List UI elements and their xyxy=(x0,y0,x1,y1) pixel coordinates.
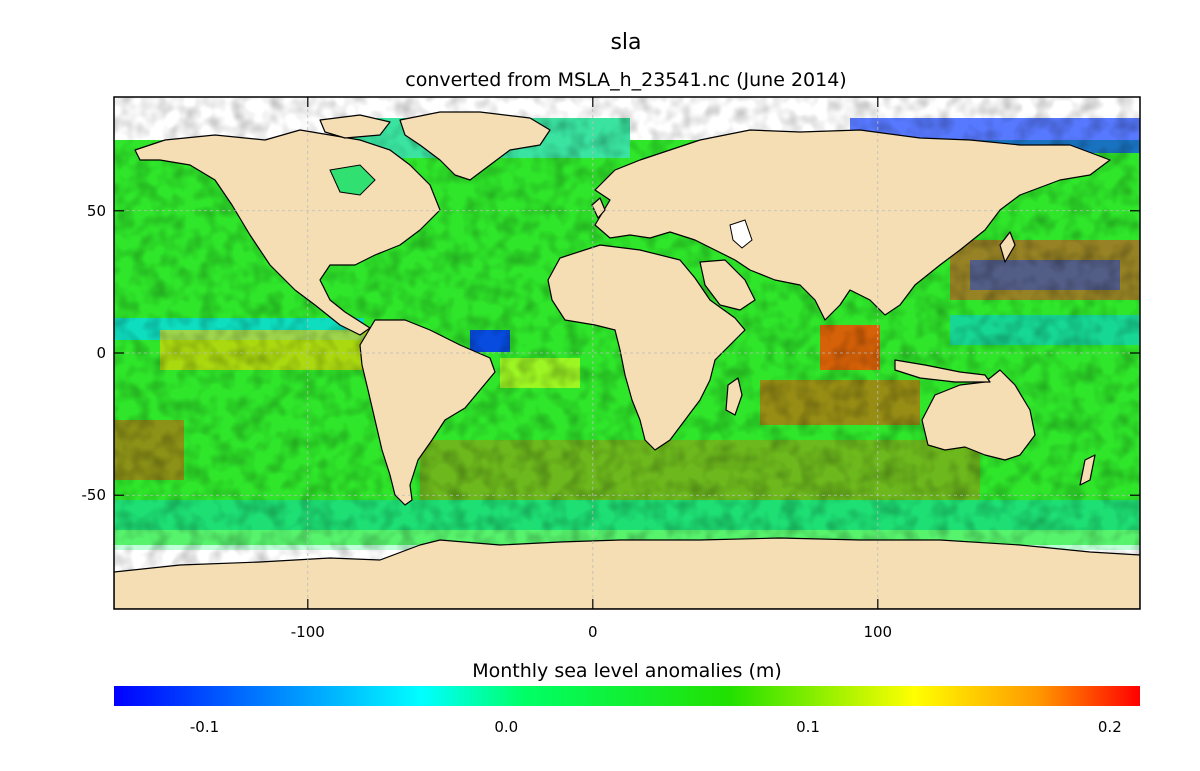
x-tick-label: 0 xyxy=(588,623,598,641)
x-tick-label: -100 xyxy=(291,623,325,641)
y-tick-label: -50 xyxy=(82,486,107,504)
map-subtitle: converted from MSLA_h_23541.nc (June 201… xyxy=(405,69,847,91)
greenland-land xyxy=(399,111,551,181)
colorbar-tick-label: 0.2 xyxy=(1098,718,1122,736)
colorbar xyxy=(114,686,1140,706)
new-zealand-land xyxy=(1079,454,1096,486)
colorbar-ticks: -0.1 0.0 0.1 0.2 xyxy=(190,718,1122,736)
japan-land xyxy=(999,231,1016,263)
arabia-land xyxy=(699,259,756,311)
hudson-bay xyxy=(329,164,376,196)
map-title: sla xyxy=(610,30,642,55)
land-masses xyxy=(114,111,1140,609)
axis-ticks: -100 0 100 50 0 -50 xyxy=(82,97,1140,641)
africa-land xyxy=(547,244,746,451)
uk-land xyxy=(591,197,606,219)
madagascar-land xyxy=(725,377,743,416)
south-america-land xyxy=(359,319,496,506)
arctic-islands-land xyxy=(319,114,391,139)
colorbar-tick-label: 0.1 xyxy=(796,718,820,736)
y-tick-label: 0 xyxy=(96,344,106,362)
y-tick-label: 50 xyxy=(87,202,106,220)
colorbar-tick-label: -0.1 xyxy=(190,718,219,736)
gridlines xyxy=(114,97,1140,609)
indonesia-land xyxy=(894,359,991,383)
colorbar-label: Monthly sea level anomalies (m) xyxy=(472,660,782,682)
australia-land xyxy=(921,369,1036,461)
caspian-sea xyxy=(729,219,753,249)
x-tick-label: 100 xyxy=(863,623,892,641)
colorbar-tick-label: 0.0 xyxy=(494,718,518,736)
eurasia-land xyxy=(594,129,1111,321)
antarctica-land xyxy=(114,537,1140,609)
